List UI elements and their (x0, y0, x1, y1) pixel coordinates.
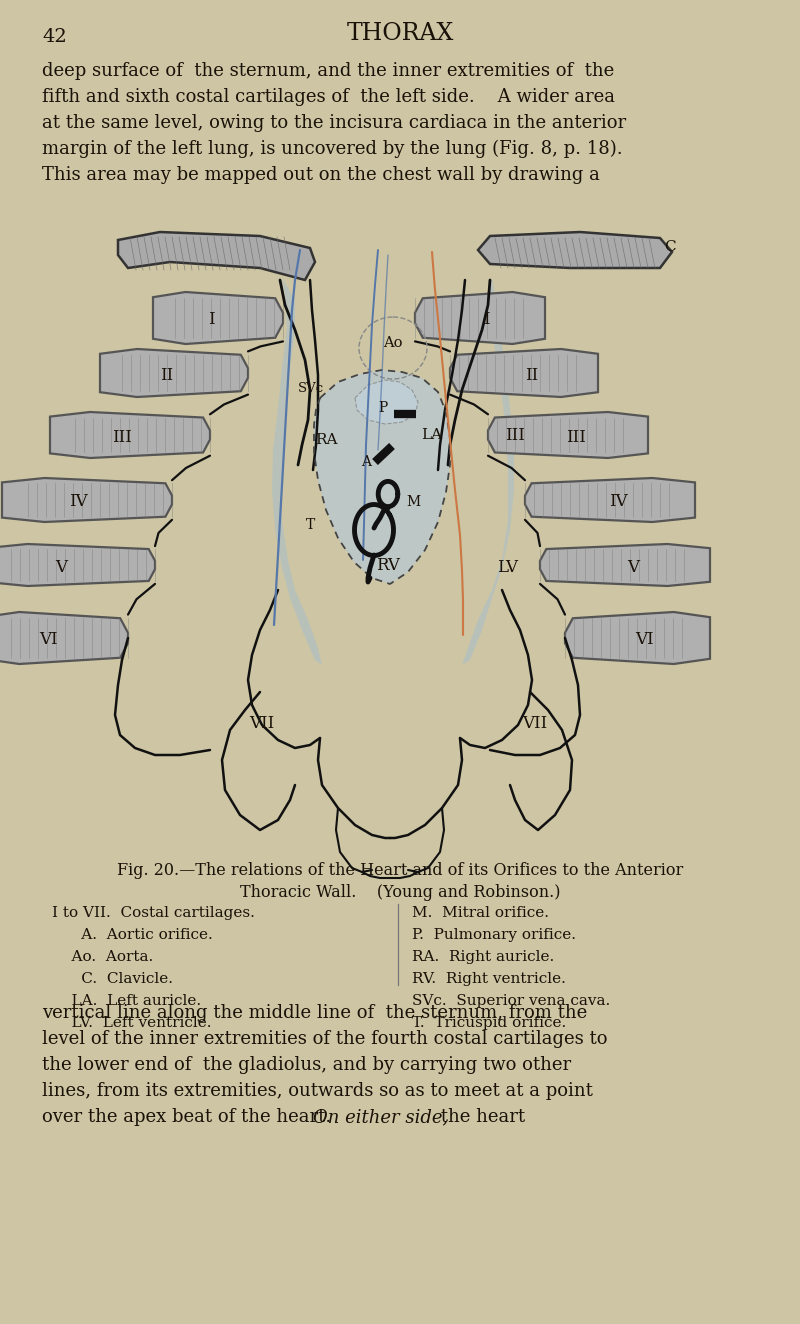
Text: over the apex beat of the heart.: over the apex beat of the heart. (42, 1108, 349, 1125)
Text: THORAX: THORAX (346, 23, 454, 45)
Text: LV: LV (498, 560, 518, 576)
Text: the heart: the heart (435, 1108, 525, 1125)
Polygon shape (450, 350, 598, 397)
Text: RV.  Right ventricle.: RV. Right ventricle. (412, 972, 566, 986)
Polygon shape (415, 293, 545, 344)
Text: I to VII.  Costal cartilages.: I to VII. Costal cartilages. (52, 906, 255, 920)
Text: VI: VI (39, 632, 58, 649)
Text: P.  Pulmonary orifice.: P. Pulmonary orifice. (412, 928, 576, 941)
Polygon shape (118, 232, 315, 279)
Text: fifth and sixth costal cartilages of  the left side.    A wider area: fifth and sixth costal cartilages of the… (42, 87, 615, 106)
Text: C.  Clavicle.: C. Clavicle. (52, 972, 173, 986)
Text: III: III (566, 429, 586, 445)
Text: II: II (525, 367, 538, 384)
Text: A.  Aortic orifice.: A. Aortic orifice. (52, 928, 213, 941)
Polygon shape (478, 232, 672, 267)
Text: lines, from its extremities, outwards so as to meet at a point: lines, from its extremities, outwards so… (42, 1082, 593, 1100)
Text: LA.  Left auricle.: LA. Left auricle. (52, 994, 201, 1008)
Text: M: M (406, 495, 420, 508)
Polygon shape (50, 412, 210, 458)
Text: M.  Mitral orifice.: M. Mitral orifice. (412, 906, 549, 920)
Text: RV: RV (376, 556, 400, 573)
Text: Ao: Ao (383, 336, 402, 350)
Text: I: I (208, 311, 215, 328)
Text: at the same level, owing to the incisura cardiaca in the anterior: at the same level, owing to the incisura… (42, 114, 626, 132)
Polygon shape (0, 544, 155, 587)
Text: vertical line along the middle line of  the sternum, from the: vertical line along the middle line of t… (42, 1004, 587, 1022)
Text: III: III (505, 426, 525, 444)
Text: Fig. 20.—The relations of the Heart and of its Orifices to the Anterior: Fig. 20.—The relations of the Heart and … (117, 862, 683, 879)
Text: VII: VII (522, 715, 548, 732)
Polygon shape (100, 350, 248, 397)
Polygon shape (565, 612, 710, 665)
Text: RA: RA (314, 433, 338, 448)
Polygon shape (488, 412, 648, 458)
Polygon shape (2, 478, 172, 522)
Text: LV.  Left ventricle.: LV. Left ventricle. (52, 1016, 211, 1030)
Polygon shape (0, 612, 128, 665)
Text: C: C (664, 240, 676, 254)
Text: level of the inner extremities of the fourth costal cartilages to: level of the inner extremities of the fo… (42, 1030, 607, 1049)
Text: V: V (55, 559, 67, 576)
Text: the lower end of  the gladiolus, and by carrying two other: the lower end of the gladiolus, and by c… (42, 1057, 571, 1074)
Text: deep surface of  the sternum, and the inner extremities of  the: deep surface of the sternum, and the inn… (42, 62, 614, 79)
Polygon shape (314, 369, 450, 584)
Text: VI: VI (635, 632, 654, 649)
Text: A: A (361, 455, 371, 469)
Text: I: I (483, 311, 490, 328)
Text: LA: LA (422, 428, 442, 442)
Text: Ao.  Aorta.: Ao. Aorta. (52, 951, 154, 964)
Text: This area may be mapped out on the chest wall by drawing a: This area may be mapped out on the chest… (42, 166, 600, 184)
Polygon shape (525, 478, 695, 522)
Polygon shape (540, 544, 710, 587)
Text: IV: IV (609, 494, 628, 511)
Text: RA.  Right auricle.: RA. Right auricle. (412, 951, 554, 964)
Text: III: III (112, 429, 132, 445)
Text: IV: IV (69, 494, 88, 511)
Text: SVc: SVc (298, 381, 324, 395)
Text: T: T (306, 518, 315, 532)
Text: II: II (160, 367, 174, 384)
Text: VII: VII (250, 715, 274, 732)
Text: T.  Tricuspid orifice.: T. Tricuspid orifice. (412, 1016, 566, 1030)
Polygon shape (355, 380, 418, 424)
Polygon shape (153, 293, 283, 344)
Text: SVc.  Superior vena cava.: SVc. Superior vena cava. (412, 994, 610, 1008)
Text: V: V (627, 559, 639, 576)
Polygon shape (272, 278, 322, 665)
Text: On either side,: On either side, (313, 1108, 448, 1125)
Text: Thoracic Wall.    (Young and Robinson.): Thoracic Wall. (Young and Robinson.) (240, 884, 560, 902)
Text: 42: 42 (42, 28, 66, 46)
Text: P: P (378, 401, 388, 414)
Text: margin of the left lung, is uncovered by the lung (Fig. 8, p. 18).: margin of the left lung, is uncovered by… (42, 140, 622, 159)
Polygon shape (462, 278, 514, 665)
